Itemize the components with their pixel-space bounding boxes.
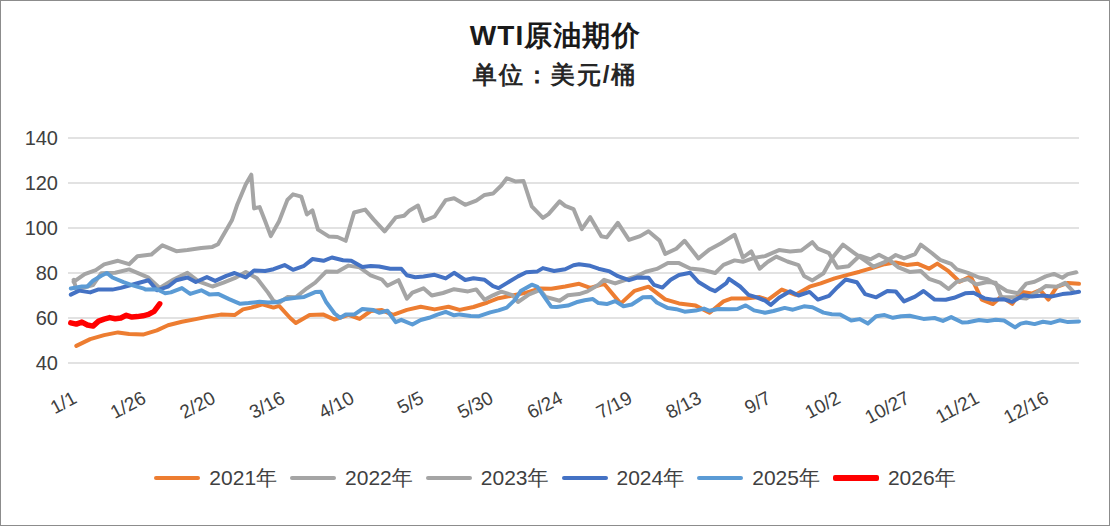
x-axis-tick-label: 8/13 <box>662 387 705 423</box>
series-line-2026 <box>71 304 160 326</box>
legend-item-2021: 2021年 <box>154 464 277 492</box>
legend-swatch-2024 <box>562 476 608 480</box>
legend-swatch-2025 <box>697 476 743 480</box>
x-axis-tick-label: 5/5 <box>394 387 427 418</box>
x-axis-tick-label: 5/30 <box>454 387 497 423</box>
legend-item-2025: 2025年 <box>697 464 820 492</box>
legend-item-2022: 2022年 <box>290 464 413 492</box>
legend-label-2025: 2025年 <box>752 464 820 492</box>
plot-area: 40 60 80 100 120 140 1/1 1/26 2/20 3/16 4/10 5/5 5/3… <box>1 1 1110 526</box>
x-axis-tick-label: 1/26 <box>107 387 150 423</box>
chart-canvas: WTI原油期价 单位：美元/桶 4060801001201401/11/262/… <box>0 0 1110 526</box>
x-axis-tick-label: 12/16 <box>1000 387 1052 428</box>
x-axis-tick-label: 3/16 <box>246 387 289 423</box>
legend-label-2024: 2024年 <box>617 464 685 492</box>
x-axis-tick-label: 7/19 <box>593 387 636 423</box>
legend-label-2021: 2021年 <box>209 464 277 492</box>
y-axis-tick-label: 80 <box>36 262 58 284</box>
legend-swatch-2021 <box>154 476 200 480</box>
legend-item-2023: 2023年 <box>426 464 549 492</box>
y-axis-tick-label: 40 <box>36 352 58 374</box>
x-axis-tick-label: 11/21 <box>932 387 983 427</box>
x-axis-tick-label: 10/27 <box>861 387 913 428</box>
x-axis-tick-label: 6/24 <box>523 387 566 423</box>
x-axis-tick-label: 9/7 <box>741 387 774 418</box>
legend-item-2026: 2026年 <box>833 464 956 492</box>
x-axis-tick-label: 1/1 <box>47 387 80 418</box>
chart-legend: 2021年 2022年 2023年 2024年 2025年 2026年 <box>1 464 1109 492</box>
legend-label-2022: 2022年 <box>345 464 413 492</box>
legend-swatch-2022 <box>290 476 336 480</box>
legend-label-2023: 2023年 <box>481 464 549 492</box>
y-axis-tick-label: 120 <box>25 172 58 194</box>
legend-item-2024: 2024年 <box>562 464 685 492</box>
legend-swatch-2026 <box>833 475 879 481</box>
x-axis-tick-label: 2/20 <box>176 387 219 423</box>
x-axis-tick-label: 10/2 <box>801 387 844 423</box>
y-axis-tick-label: 100 <box>25 217 58 239</box>
legend-swatch-2023 <box>426 476 472 480</box>
y-axis-tick-label: 140 <box>25 127 58 149</box>
legend-label-2026: 2026年 <box>888 464 956 492</box>
x-axis-tick-label: 4/10 <box>315 387 358 423</box>
y-axis-tick-label: 60 <box>36 307 58 329</box>
